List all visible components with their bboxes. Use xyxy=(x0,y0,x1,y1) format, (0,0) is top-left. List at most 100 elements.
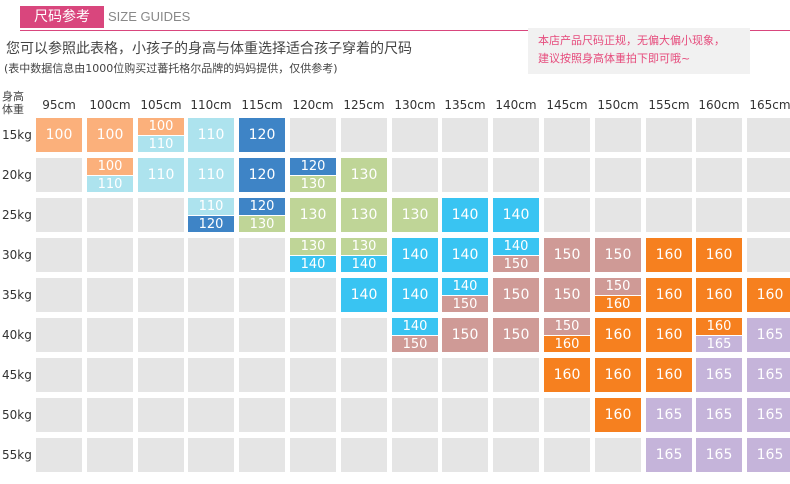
size-label: 130 xyxy=(290,198,336,232)
size-cell: 150 xyxy=(442,318,488,352)
size-cell: 165 xyxy=(696,438,742,472)
cell-divider xyxy=(290,175,336,176)
size-cell xyxy=(87,358,133,392)
size-cell: 110 xyxy=(188,158,234,192)
size-cell: 165 xyxy=(646,398,692,432)
size-label: 100 xyxy=(36,118,82,152)
size-cell: 160 xyxy=(646,318,692,352)
size-cell xyxy=(188,398,234,432)
size-cell xyxy=(747,238,790,272)
size-label: 160 xyxy=(544,336,590,352)
size-cell xyxy=(595,118,641,152)
size-label: 110 xyxy=(188,198,234,215)
size-label: 150 xyxy=(493,318,539,352)
size-cell xyxy=(87,398,133,432)
size-cell: 160 xyxy=(747,278,790,312)
size-cell xyxy=(239,318,285,352)
size-cell xyxy=(290,118,336,152)
size-cell xyxy=(392,358,438,392)
size-cell xyxy=(341,398,387,432)
size-label: 165 xyxy=(646,398,692,432)
size-label: 140 xyxy=(341,256,387,272)
size-cell: 165 xyxy=(747,358,790,392)
cell-divider xyxy=(341,255,387,256)
size-label: 150 xyxy=(595,238,641,272)
size-cell: 110 xyxy=(188,118,234,152)
size-label: 160 xyxy=(595,398,641,432)
height-header: 150cm xyxy=(597,98,639,112)
size-cell xyxy=(646,118,692,152)
size-label: 165 xyxy=(696,398,742,432)
size-label: 120 xyxy=(239,158,285,192)
weight-header: 55kg xyxy=(2,448,32,462)
size-cell xyxy=(290,438,336,472)
size-cell: 160 xyxy=(646,278,692,312)
size-cell xyxy=(290,318,336,352)
size-cell xyxy=(442,158,488,192)
size-cell xyxy=(87,438,133,472)
size-label: 150 xyxy=(442,296,488,312)
cell-divider xyxy=(544,335,590,336)
size-label: 110 xyxy=(138,158,184,192)
size-cell: 130 xyxy=(290,198,336,232)
size-cell xyxy=(544,198,590,232)
size-cell xyxy=(138,398,184,432)
size-label: 160 xyxy=(595,296,641,312)
size-cell xyxy=(138,198,184,232)
size-label: 160 xyxy=(646,318,692,352)
size-label: 140 xyxy=(392,318,438,335)
size-label: 160 xyxy=(747,278,790,312)
size-label: 165 xyxy=(696,438,742,472)
size-cell: 150 xyxy=(544,238,590,272)
size-cell xyxy=(341,318,387,352)
size-cell xyxy=(493,398,539,432)
height-header: 115cm xyxy=(241,98,283,112)
size-cell: 165 xyxy=(747,398,790,432)
size-label: 130 xyxy=(239,216,285,232)
size-cell: 160 165 xyxy=(696,318,742,352)
size-cell: 140 xyxy=(392,278,438,312)
size-cell: 160 xyxy=(595,398,641,432)
section-title-en: SIZE GUIDES xyxy=(108,9,191,24)
size-cell: 110 xyxy=(138,158,184,192)
height-header: 125cm xyxy=(343,98,385,112)
size-label: 165 xyxy=(747,398,790,432)
size-cell xyxy=(392,118,438,152)
size-label: 165 xyxy=(646,438,692,472)
size-cell xyxy=(442,358,488,392)
size-cell xyxy=(188,358,234,392)
section-title: 尺码参考 xyxy=(20,6,104,28)
size-cell: 130 140 xyxy=(290,238,336,272)
description-note: (表中数据信息由1000位购买过蕃托格尔品牌的妈妈提供，仅供参考) xyxy=(4,62,338,75)
size-label: 165 xyxy=(747,438,790,472)
size-cell xyxy=(544,398,590,432)
size-cell: 165 xyxy=(696,398,742,432)
size-cell: 150 160 xyxy=(595,278,641,312)
size-cell: 140 150 xyxy=(392,318,438,352)
size-label: 160 xyxy=(646,278,692,312)
size-cell xyxy=(493,438,539,472)
size-cell xyxy=(36,438,82,472)
size-cell: 140 xyxy=(392,238,438,272)
size-cell xyxy=(239,358,285,392)
size-cell xyxy=(87,318,133,352)
size-notice: 本店产品尺码正规，无偏大偏小现象， 建议按照身高体重拍下即可哦~ xyxy=(528,28,750,74)
height-header: 145cm xyxy=(546,98,588,112)
height-header: 165cm xyxy=(749,98,790,112)
size-cell xyxy=(36,238,82,272)
size-cell xyxy=(87,278,133,312)
cell-divider xyxy=(442,295,488,296)
weight-header: 20kg xyxy=(2,168,32,182)
size-label: 150 xyxy=(544,238,590,272)
size-cell xyxy=(87,198,133,232)
size-label: 140 xyxy=(493,238,539,255)
size-cell xyxy=(188,318,234,352)
size-cell xyxy=(290,398,336,432)
notice-line-1: 本店产品尺码正规，无偏大偏小现象， xyxy=(538,34,725,47)
corner-weight-label: 体重 xyxy=(2,103,24,116)
size-cell xyxy=(36,198,82,232)
size-label: 165 xyxy=(696,336,742,352)
cell-divider xyxy=(290,255,336,256)
size-cell xyxy=(188,438,234,472)
size-label: 150 xyxy=(544,278,590,312)
